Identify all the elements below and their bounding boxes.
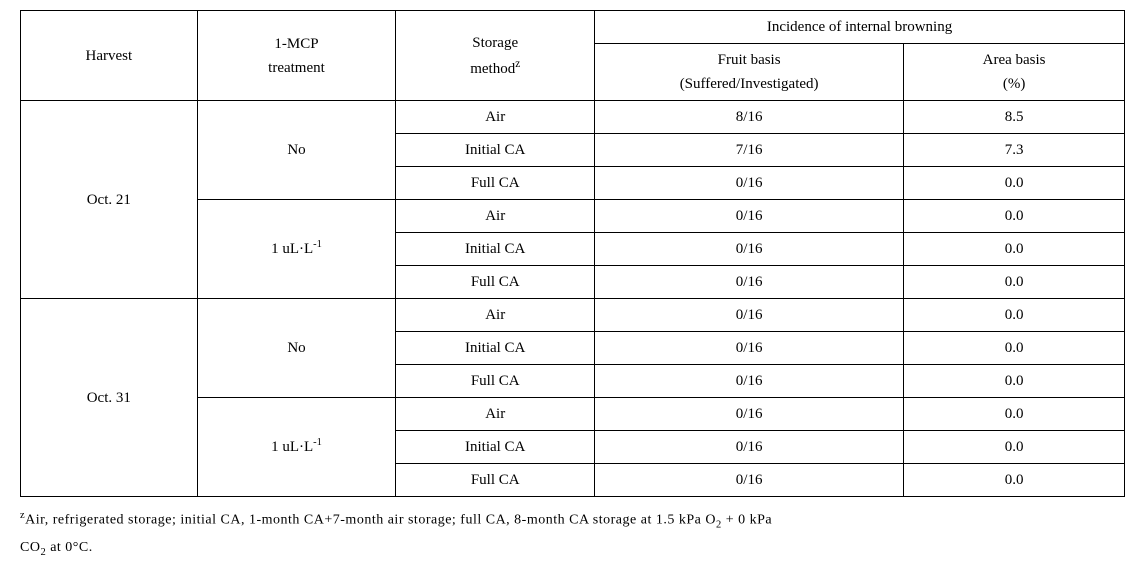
cell-area: 0.0 — [904, 365, 1125, 398]
cell-area: 8.5 — [904, 101, 1125, 134]
header-storage-line2: method — [470, 61, 515, 77]
cell-fruit: 0/16 — [595, 431, 904, 464]
cell-treatment-mcp-0: 1 uL·L-1 — [197, 200, 396, 299]
cell-area: 7.3 — [904, 134, 1125, 167]
cell-harvest-0: Oct. 21 — [21, 101, 198, 299]
cell-storage: Initial CA — [396, 233, 595, 266]
cell-area: 0.0 — [904, 398, 1125, 431]
cell-fruit: 0/16 — [595, 233, 904, 266]
header-fruit-line1: Fruit basis — [718, 52, 781, 68]
cell-storage: Air — [396, 200, 595, 233]
data-table: Harvest 1-MCP treatment Storage methodz … — [20, 10, 1125, 497]
cell-storage: Air — [396, 101, 595, 134]
cell-fruit: 7/16 — [595, 134, 904, 167]
cell-treatment-mcp-1: 1 uL·L-1 — [197, 398, 396, 497]
cell-treatment-no-1: No — [197, 299, 396, 398]
cell-area: 0.0 — [904, 266, 1125, 299]
cell-area: 0.0 — [904, 167, 1125, 200]
cell-fruit: 0/16 — [595, 398, 904, 431]
cell-area: 0.0 — [904, 299, 1125, 332]
cell-fruit: 0/16 — [595, 365, 904, 398]
header-fruit-basis: Fruit basis (Suffered/Investigated) — [595, 44, 904, 101]
header-fruit-line2: (Suffered/Investigated) — [680, 76, 819, 92]
header-mcp-line2: treatment — [268, 60, 325, 76]
cell-harvest-1: Oct. 31 — [21, 299, 198, 497]
header-storage: Storage methodz — [396, 11, 595, 101]
cell-fruit: 0/16 — [595, 464, 904, 497]
cell-storage: Full CA — [396, 365, 595, 398]
header-mcp: 1-MCP treatment — [197, 11, 396, 101]
cell-area: 0.0 — [904, 233, 1125, 266]
cell-fruit: 0/16 — [595, 200, 904, 233]
cell-storage: Initial CA — [396, 431, 595, 464]
footnote-text-mid: + 0 kPa — [722, 513, 772, 528]
treatment-mcp-exp: -1 — [313, 437, 322, 448]
footnote-text-2-post: at 0°C. — [46, 540, 93, 555]
header-storage-line1: Storage — [472, 35, 518, 51]
header-harvest: Harvest — [21, 11, 198, 101]
cell-storage: Initial CA — [396, 332, 595, 365]
cell-area: 0.0 — [904, 332, 1125, 365]
cell-fruit: 8/16 — [595, 101, 904, 134]
header-row-1: Harvest 1-MCP treatment Storage methodz … — [21, 11, 1125, 44]
cell-treatment-no-0: No — [197, 101, 396, 200]
cell-storage: Initial CA — [396, 134, 595, 167]
treatment-mcp-pre: 1 uL·L — [271, 439, 313, 455]
cell-storage: Air — [396, 299, 595, 332]
header-area-basis: Area basis (%) — [904, 44, 1125, 101]
cell-storage: Full CA — [396, 464, 595, 497]
footnote: zAir, refrigerated storage; initial CA, … — [20, 507, 1125, 563]
footnote-text-2-pre: CO — [20, 540, 40, 555]
treatment-mcp-exp: -1 — [313, 239, 322, 250]
header-area-line1: Area basis — [983, 52, 1046, 68]
footnote-text-1: Air, refrigerated storage; initial CA, 1… — [25, 513, 716, 528]
table-row: Oct. 31 No Air 0/16 0.0 — [21, 299, 1125, 332]
cell-fruit: 0/16 — [595, 167, 904, 200]
cell-area: 0.0 — [904, 431, 1125, 464]
header-mcp-line1: 1-MCP — [274, 36, 318, 52]
header-storage-superscript: z — [515, 58, 520, 70]
cell-area: 0.0 — [904, 464, 1125, 497]
cell-storage: Air — [396, 398, 595, 431]
cell-fruit: 0/16 — [595, 299, 904, 332]
table-row: Oct. 21 No Air 8/16 8.5 — [21, 101, 1125, 134]
cell-fruit: 0/16 — [595, 266, 904, 299]
cell-area: 0.0 — [904, 200, 1125, 233]
treatment-mcp-pre: 1 uL·L — [271, 241, 313, 257]
header-area-line2: (%) — [1003, 76, 1026, 92]
cell-fruit: 0/16 — [595, 332, 904, 365]
cell-storage: Full CA — [396, 266, 595, 299]
header-incidence: Incidence of internal browning — [595, 11, 1125, 44]
cell-storage: Full CA — [396, 167, 595, 200]
